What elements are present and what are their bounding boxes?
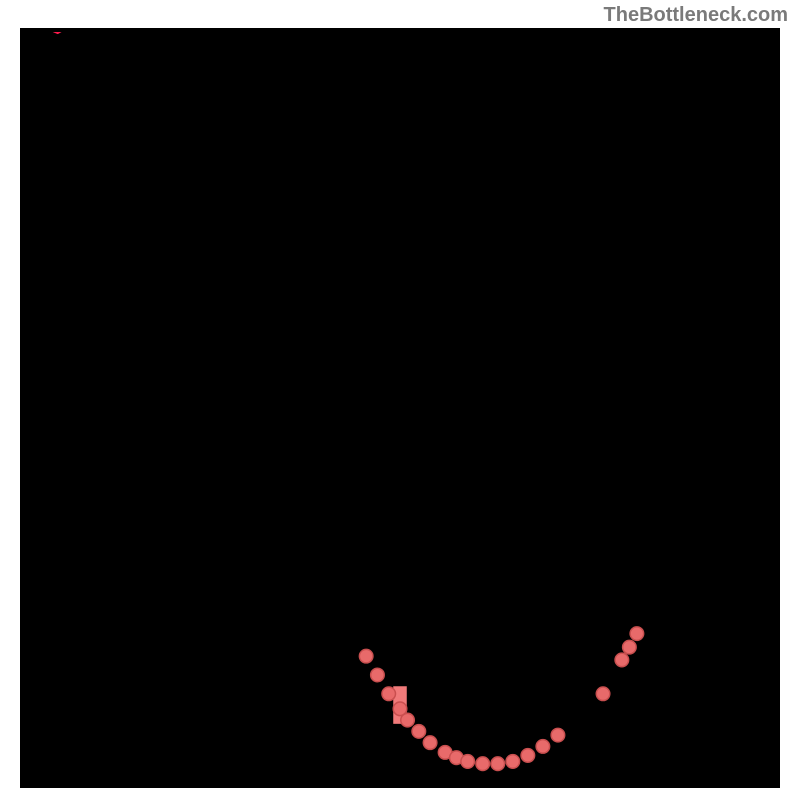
data-point [423, 736, 437, 750]
data-point [412, 725, 426, 739]
data-point [359, 649, 373, 663]
data-point [476, 757, 490, 771]
data-point [461, 755, 475, 769]
data-point [536, 740, 550, 754]
data-point [382, 687, 396, 701]
data-point [506, 755, 520, 769]
data-point [551, 728, 565, 742]
bottleneck-curve [62, 32, 776, 765]
chart-container: TheBottleneck.com [0, 0, 800, 800]
data-point [630, 627, 644, 641]
plot-area [20, 28, 780, 788]
watermark-text: TheBottleneck.com [604, 4, 788, 27]
data-point [521, 749, 535, 763]
data-point [401, 713, 415, 727]
chart-svg [24, 32, 776, 784]
data-point [623, 640, 637, 654]
data-point [371, 668, 385, 682]
data-point [491, 757, 505, 771]
data-point [596, 687, 610, 701]
data-point [615, 653, 629, 667]
